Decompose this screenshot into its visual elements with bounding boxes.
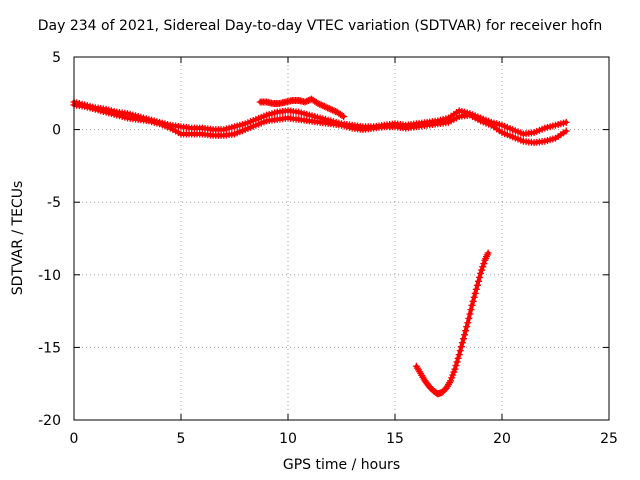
data-point (470, 293, 478, 301)
data-point (467, 306, 475, 314)
tick-labels: 0 5 10 15 20 25 -20 -15 -10 -5 0 5 (38, 50, 618, 447)
data-point (301, 98, 309, 106)
data-point (322, 103, 330, 111)
y-tick-label: -15 (38, 340, 61, 356)
x-tick-label: 20 (493, 431, 511, 447)
data-point (479, 263, 487, 271)
chart-title: Day 234 of 2021, Sidereal Day-to-day VTE… (37, 18, 603, 34)
data-point (562, 127, 570, 135)
data-point (478, 266, 486, 274)
data-point (459, 335, 467, 343)
data-point (327, 105, 335, 113)
data-point (317, 101, 325, 109)
data-point (316, 100, 324, 108)
data-point (471, 289, 479, 297)
data-points (70, 95, 570, 398)
series-bump-8-12h (256, 95, 348, 121)
y-tick-label: -10 (38, 268, 61, 284)
data-point (340, 113, 348, 121)
data-point (465, 314, 473, 322)
x-tick-label: 25 (600, 431, 618, 447)
data-point (480, 260, 488, 268)
data-point (319, 102, 327, 110)
x-tick-label: 10 (279, 431, 297, 447)
data-point (562, 118, 570, 126)
data-point (463, 323, 471, 331)
data-point (466, 310, 474, 318)
data-point (473, 281, 481, 289)
series-upper-band (70, 98, 570, 138)
data-point (454, 354, 462, 362)
data-point (456, 347, 464, 355)
data-point (314, 99, 322, 107)
data-point (461, 331, 469, 339)
data-point (453, 358, 461, 366)
data-point (468, 301, 476, 309)
data-point (469, 297, 477, 305)
data-point (452, 362, 460, 370)
data-point (474, 277, 482, 285)
data-point (303, 97, 311, 105)
y-tick-label: -5 (47, 195, 61, 211)
data-point (455, 351, 463, 359)
x-tick-label: 5 (177, 431, 186, 447)
data-point (484, 249, 492, 257)
series-depleted-arc (412, 249, 492, 398)
data-point (464, 319, 472, 327)
data-point (325, 105, 333, 113)
axis-ticks (73, 56, 610, 421)
y-tick-label: 5 (52, 50, 61, 66)
data-point (324, 104, 332, 112)
data-point (457, 343, 465, 351)
data-point (477, 269, 485, 277)
y-axis-label: SDTVAR / TECUs (10, 180, 26, 296)
y-tick-label: -20 (38, 413, 61, 429)
plot-frame (73, 56, 610, 421)
x-axis-label: GPS time / hours (282, 457, 401, 473)
data-point (338, 111, 346, 119)
x-tick-label: 15 (386, 431, 404, 447)
data-point (320, 102, 328, 110)
data-point (462, 327, 470, 335)
data-point (458, 339, 466, 347)
data-point (330, 107, 338, 115)
y-tick-label: 0 (52, 123, 61, 139)
x-tick-label: 0 (70, 431, 79, 447)
data-point (472, 285, 480, 293)
data-point (476, 273, 484, 281)
data-point (451, 365, 459, 373)
grid-lines (74, 57, 609, 420)
data-point (328, 106, 336, 114)
